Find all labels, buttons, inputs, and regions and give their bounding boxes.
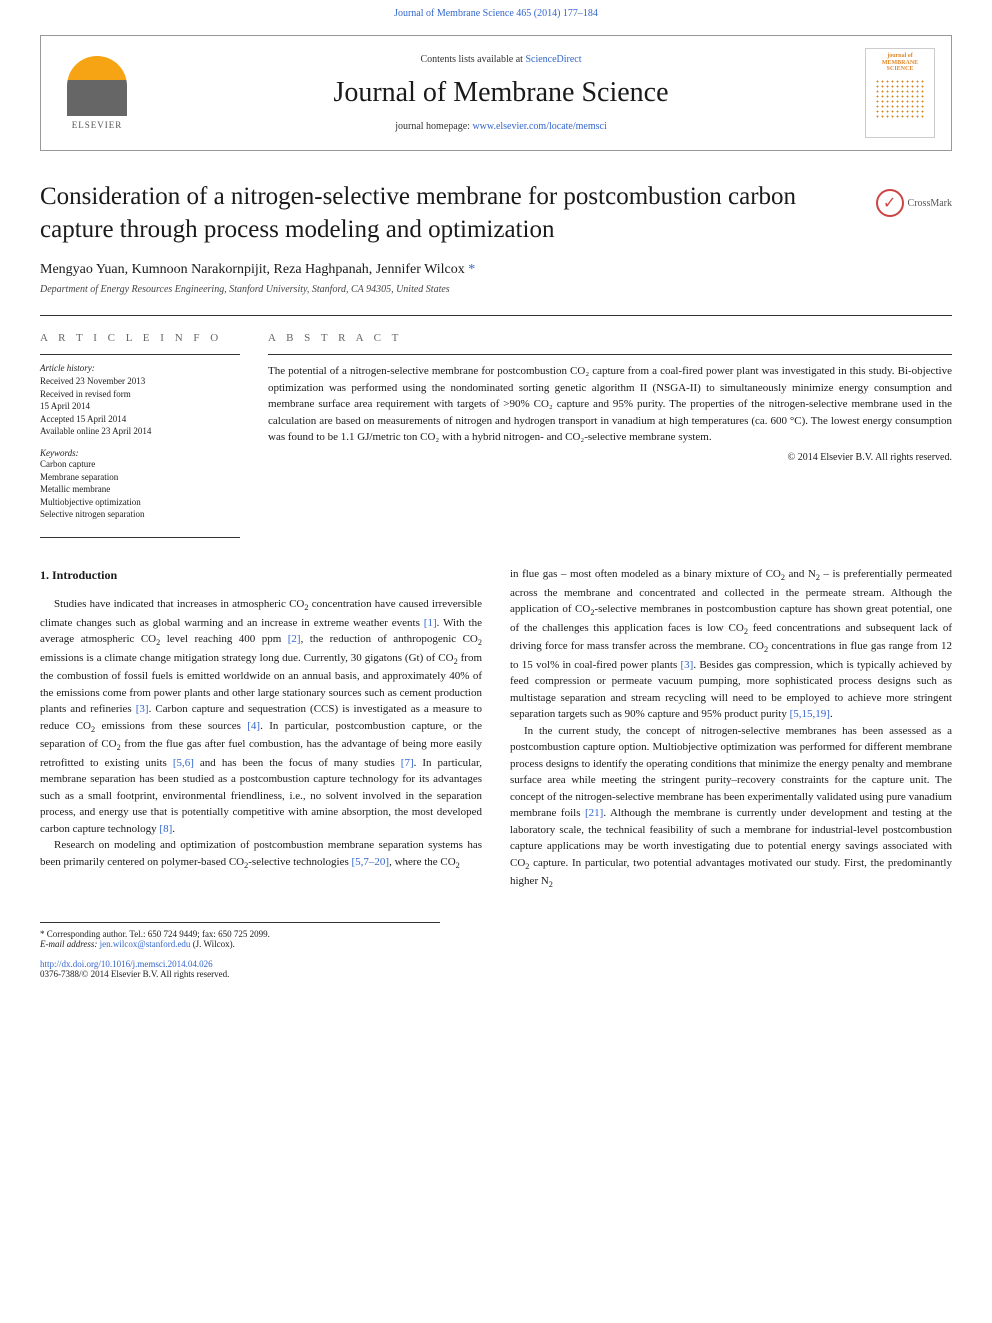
crossmark-label: CrossMark (908, 198, 952, 209)
corresponding-author-note: * Corresponding author. Tel.: 650 724 94… (40, 929, 440, 939)
history-item: Available online 23 April 2014 (40, 425, 240, 438)
history-label: Article history: (40, 354, 240, 373)
history-item: Received 23 November 2013 (40, 375, 240, 388)
contents-prefix: Contents lists available at (420, 54, 525, 65)
doi-block: http://dx.doi.org/10.1016/j.memsci.2014.… (40, 959, 952, 979)
body-columns: 1. Introduction Studies have indicated t… (40, 566, 952, 892)
header-center: Contents lists available at ScienceDirec… (137, 54, 865, 132)
journal-citation-link[interactable]: Journal of Membrane Science 465 (2014) 1… (0, 0, 992, 27)
sciencedirect-link[interactable]: ScienceDirect (525, 54, 581, 65)
homepage-link[interactable]: www.elsevier.com/locate/memsci (472, 121, 606, 132)
ref-link[interactable]: [1] (424, 617, 437, 629)
keywords-label: Keywords: (40, 448, 240, 458)
body-paragraph: Research on modeling and optimization of… (40, 837, 482, 872)
info-abstract-row: A R T I C L E I N F O Article history: R… (40, 332, 952, 521)
history-item: Received in revised form (40, 388, 240, 401)
email-line: E-mail address: jen.wilcox@stanford.edu … (40, 939, 440, 949)
section-divider (40, 315, 952, 316)
copyright-line: © 2014 Elsevier B.V. All rights reserved… (268, 452, 952, 463)
authors: Mengyao Yuan, Kumnoon Narakornpijit, Rez… (40, 262, 465, 277)
history-item: Accepted 15 April 2014 (40, 413, 240, 426)
journal-header: ELSEVIER Contents lists available at Sci… (40, 35, 952, 151)
journal-name: Journal of Membrane Science (137, 77, 865, 109)
ref-link[interactable]: [4] (247, 720, 260, 732)
ref-link[interactable]: [2] (288, 633, 301, 645)
article-info-column: A R T I C L E I N F O Article history: R… (40, 332, 240, 521)
abstract-column: A B S T R A C T The potential of a nitro… (268, 332, 952, 521)
body-column-right: in flue gas – most often modeled as a bi… (510, 566, 952, 892)
article-header: ✓ CrossMark Consideration of a nitrogen-… (40, 181, 952, 246)
email-label: E-mail address: (40, 939, 100, 949)
body-paragraph: Studies have indicated that increases in… (40, 596, 482, 837)
corresponding-asterisk[interactable]: * (465, 262, 476, 277)
keyword: Membrane separation (40, 471, 240, 484)
email-link[interactable]: jen.wilcox@stanford.edu (100, 939, 191, 949)
body-paragraph: in flue gas – most often modeled as a bi… (510, 566, 952, 723)
history-item: 15 April 2014 (40, 400, 240, 413)
ref-link[interactable]: [21] (585, 807, 603, 819)
abstract-heading: A B S T R A C T (268, 332, 952, 344)
ref-link[interactable]: [5,15,19] (790, 708, 830, 720)
doi-link[interactable]: http://dx.doi.org/10.1016/j.memsci.2014.… (40, 959, 213, 969)
keywords-end-divider (40, 537, 240, 538)
journal-cover-thumbnail[interactable]: journal of MEMBRANE SCIENCE (865, 48, 935, 138)
email-suffix: (J. Wilcox). (190, 939, 234, 949)
issn-copyright: 0376-7388/© 2014 Elsevier B.V. All right… (40, 969, 952, 979)
cover-pattern (875, 79, 925, 119)
abstract-text: The potential of a nitrogen-selective me… (268, 354, 952, 446)
body-column-left: 1. Introduction Studies have indicated t… (40, 566, 482, 892)
crossmark-badge[interactable]: ✓ CrossMark (876, 189, 952, 217)
homepage-line: journal homepage: www.elsevier.com/locat… (137, 121, 865, 132)
contents-line: Contents lists available at ScienceDirec… (137, 54, 865, 65)
elsevier-label: ELSEVIER (72, 120, 123, 130)
keyword: Metallic membrane (40, 483, 240, 496)
ref-link[interactable]: [3] (681, 659, 694, 671)
authors-line: Mengyao Yuan, Kumnoon Narakornpijit, Rez… (40, 262, 952, 278)
ref-link[interactable]: [3] (136, 703, 149, 715)
body-paragraph: In the current study, the concept of nit… (510, 723, 952, 892)
affiliation: Department of Energy Resources Engineeri… (40, 284, 952, 295)
article-info-heading: A R T I C L E I N F O (40, 332, 240, 344)
homepage-prefix: journal homepage: (395, 121, 472, 132)
keyword: Selective nitrogen separation (40, 508, 240, 521)
article-title: Consideration of a nitrogen-selective me… (40, 181, 870, 246)
ref-link[interactable]: [5,6] (173, 757, 194, 769)
keyword: Carbon capture (40, 458, 240, 471)
ref-link[interactable]: [5,7–20] (352, 856, 390, 868)
ref-link[interactable]: [7] (401, 757, 414, 769)
keyword: Multiobjective optimization (40, 496, 240, 509)
intro-heading: 1. Introduction (40, 566, 482, 584)
ref-link[interactable]: [8] (159, 823, 172, 835)
cover-title: journal of MEMBRANE SCIENCE (870, 53, 930, 73)
crossmark-icon: ✓ (876, 189, 904, 217)
elsevier-logo[interactable]: ELSEVIER (57, 48, 137, 138)
elsevier-tree-icon (67, 56, 127, 116)
footnotes: * Corresponding author. Tel.: 650 724 94… (40, 922, 440, 949)
